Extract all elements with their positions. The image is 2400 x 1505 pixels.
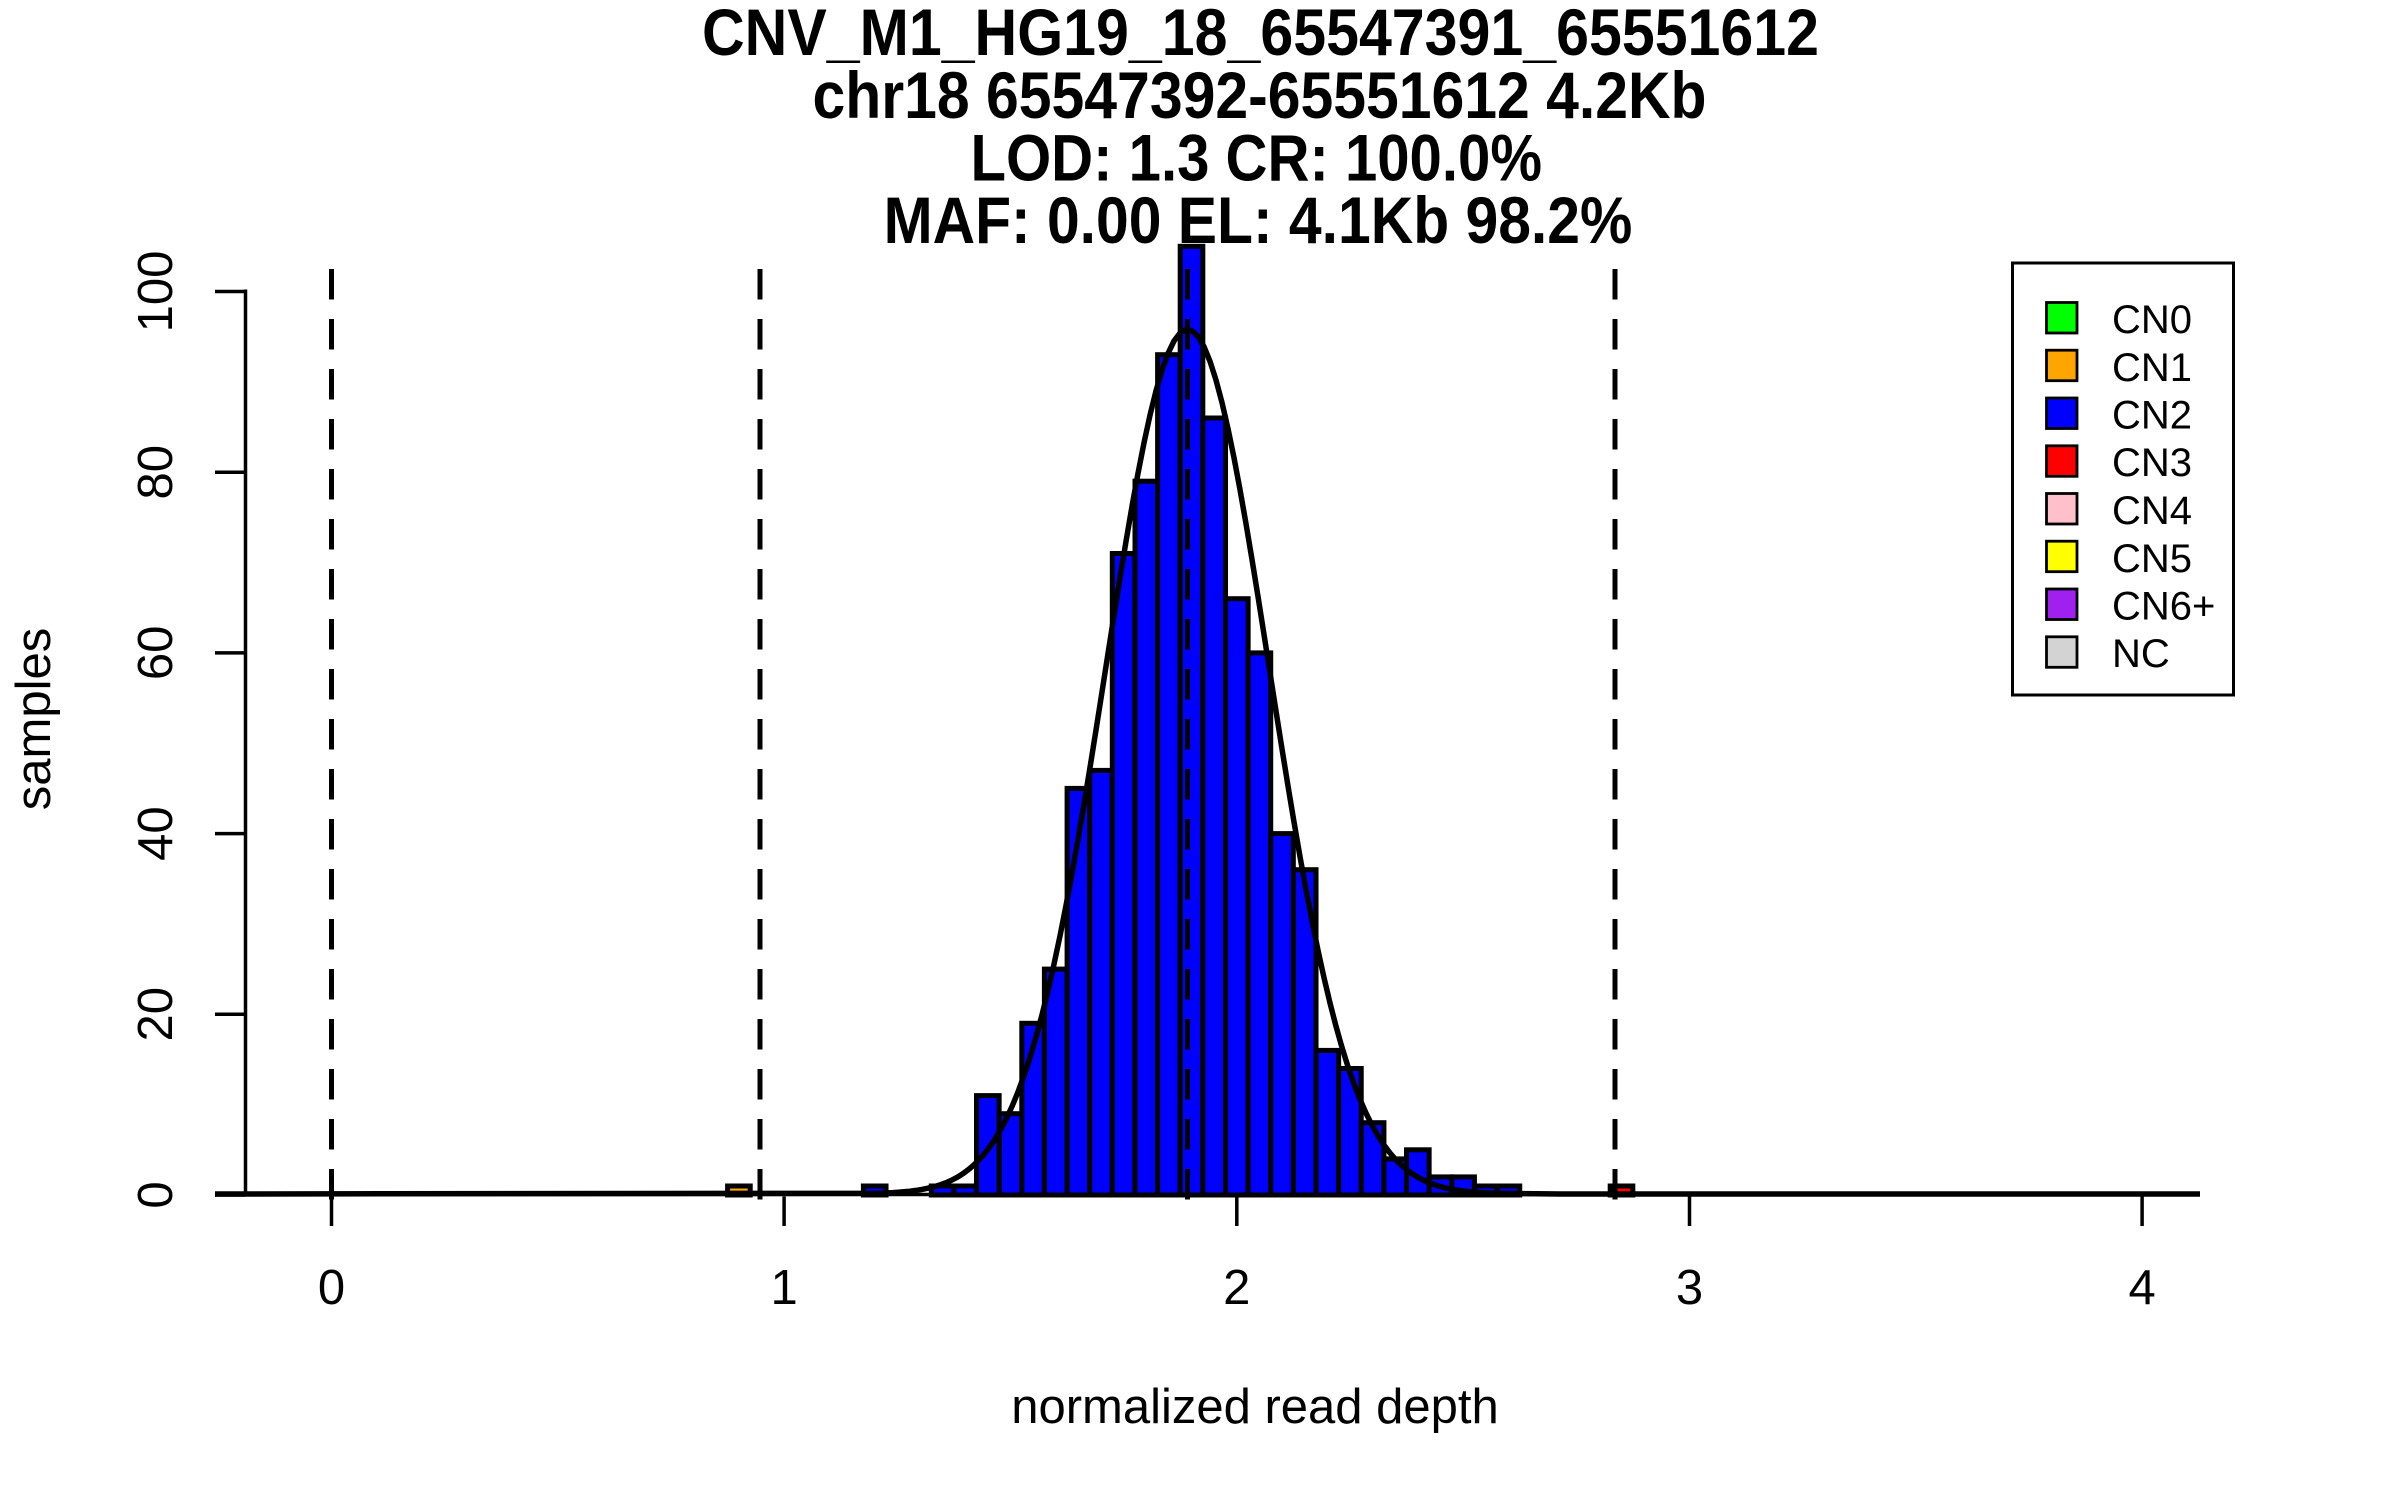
- svg-text:NC: NC: [2112, 632, 2170, 676]
- svg-text:CN3: CN3: [2112, 441, 2192, 485]
- svg-text:80: 80: [129, 445, 183, 500]
- svg-text:40: 40: [129, 806, 183, 861]
- svg-text:LOD: 1.3 CR: 100.0%: LOD: 1.3 CR: 100.0%: [971, 121, 1543, 195]
- svg-text:0: 0: [318, 1261, 345, 1315]
- svg-text:CN6+: CN6+: [2112, 585, 2215, 629]
- svg-text:CNV_M1_HG19_18_65547391_655516: CNV_M1_HG19_18_65547391_65551612: [702, 0, 1819, 69]
- svg-text:0: 0: [129, 1181, 183, 1208]
- svg-text:CN4: CN4: [2112, 489, 2192, 533]
- svg-text:MAF: 0.00 EL: 4.1Kb 98.2%: MAF: 0.00 EL: 4.1Kb 98.2%: [884, 183, 1633, 257]
- svg-text:4: 4: [2128, 1261, 2155, 1315]
- svg-text:1: 1: [770, 1261, 797, 1315]
- svg-text:normalized read depth: normalized read depth: [1011, 1380, 1499, 1434]
- svg-text:CN2: CN2: [2112, 394, 2192, 438]
- svg-text:CN0: CN0: [2112, 298, 2192, 342]
- svg-text:2: 2: [1223, 1261, 1250, 1315]
- svg-text:chr18 65547392-65551612 4.2Kb: chr18 65547392-65551612 4.2Kb: [813, 58, 1707, 132]
- svg-text:60: 60: [129, 626, 183, 681]
- svg-text:3: 3: [1676, 1261, 1703, 1315]
- svg-text:CN5: CN5: [2112, 537, 2192, 581]
- svg-text:20: 20: [129, 987, 183, 1042]
- svg-text:CN1: CN1: [2112, 346, 2192, 390]
- svg-text:samples: samples: [7, 628, 61, 810]
- svg-text:100: 100: [129, 251, 183, 333]
